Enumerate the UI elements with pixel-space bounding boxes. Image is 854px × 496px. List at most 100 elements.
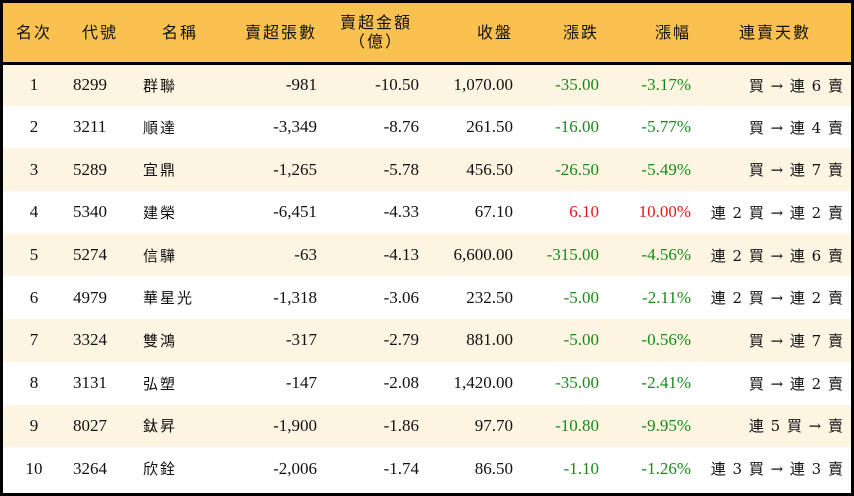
sell-shares-cell: -1,318 [273, 287, 317, 307]
header-change: 漲跌 [521, 3, 607, 65]
rank-cell: 4 [29, 202, 39, 222]
table-row[interactable]: 9 8027 鈦昇 -1,900 -1.86 97.70 -10.80 -9.95% 連 5 買… [3, 404, 851, 448]
rank-cell: 8 [29, 373, 39, 393]
name-cell: 弘塑 [143, 374, 178, 393]
rank-cell: 3 [29, 159, 39, 179]
change-cell: -16.00 [555, 117, 599, 137]
sell-ranking-table: 名次 代號 名稱 賣超張數 賣超金額 （億） 收盤 漲跌 漲幅 連賣天數 1 8 2… [3, 3, 851, 490]
name-cell: 鈦昇 [143, 417, 178, 436]
table-body: 1 8299 群聯 -981 -10.50 1,070.00 -35.00 -3.17% 買 →… [3, 63, 851, 490]
table-row[interactable]: 7 3324 雙鴻 -317 -2.79 881.00 -5.00 -0.56% 買 → 連 7… [3, 319, 851, 362]
streak-cell: 買 → 連 7 賣 [748, 161, 843, 180]
sell-shares-cell: -317 [285, 330, 317, 350]
change-pct-cell: -0.56% [641, 330, 691, 350]
change-pct-cell: -9.95% [641, 415, 691, 435]
name-cell: 群聯 [143, 76, 178, 95]
close-price-cell: 1,420.00 [453, 373, 514, 393]
sell-shares-cell: -6,451 [273, 202, 317, 222]
sell-amount-cell: -10.50 [375, 75, 419, 95]
sell-amount-cell: -3.06 [383, 287, 419, 307]
table-row[interactable]: 5 5274 信驊 -63 -4.13 6,600.00 -315.00 -4.56% 連 2 … [3, 233, 851, 277]
code-cell: 3211 [73, 117, 107, 137]
streak-cell: 買 → 連 4 賣 [748, 118, 843, 137]
header-rank: 名次 [3, 3, 65, 65]
change-cell: 6.10 [569, 202, 599, 222]
code-cell: 3264 [73, 458, 107, 478]
sell-amount-cell: -2.79 [383, 330, 419, 350]
sell-amount-cell: -2.08 [383, 373, 419, 393]
table-row[interactable]: 2 3211 順達 -3,349 -8.76 261.50 -16.00 -5.77% 買 → … [3, 105, 851, 149]
rank-cell: 7 [29, 330, 39, 350]
close-price-cell: 881.00 [466, 330, 513, 350]
table-row[interactable]: 8 3131 弘塑 -147 -2.08 1,420.00 -35.00 -2.41% 買 → … [3, 361, 851, 405]
streak-cell: 買 → 連 7 賣 [748, 331, 843, 350]
change-pct-cell: -4.56% [641, 245, 691, 265]
change-cell: -1.10 [563, 458, 599, 478]
streak-cell: 買 → 連 2 賣 [748, 374, 843, 393]
change-pct-cell: -5.77% [641, 117, 691, 137]
table-row[interactable]: 3 5289 宜鼎 -1,265 -5.78 456.50 -26.50 -5.49% 買 → … [3, 148, 851, 192]
sell-shares-cell: -1,265 [273, 159, 317, 179]
change-cell: -5.00 [563, 287, 599, 307]
streak-cell: 連 5 買 → 賣 [748, 417, 843, 436]
change-pct-cell: -3.17% [641, 75, 691, 95]
code-cell: 5274 [73, 245, 107, 265]
sell-shares-cell: -63 [294, 245, 317, 265]
rank-cell: 1 [29, 75, 39, 95]
close-price-cell: 456.50 [466, 159, 513, 179]
rank-cell: 5 [29, 245, 39, 265]
rank-cell: 6 [29, 287, 39, 307]
sell-amount-cell: -4.13 [383, 245, 419, 265]
header-name: 名稱 [135, 3, 225, 65]
close-price-cell: 97.70 [474, 415, 513, 435]
code-cell: 8027 [73, 415, 107, 435]
change-pct-cell: -2.11% [642, 287, 691, 307]
change-cell: -5.00 [563, 330, 599, 350]
code-cell: 5289 [73, 159, 107, 179]
change-pct-cell: 10.00% [638, 202, 691, 222]
rank-cell: 9 [29, 415, 39, 435]
header-sell-amount-line2: （億） [348, 32, 403, 52]
header-close: 收盤 [427, 3, 521, 65]
name-cell: 雙鴻 [143, 331, 178, 350]
close-price-cell: 86.50 [474, 458, 513, 478]
sell-amount-cell: -5.78 [383, 159, 419, 179]
table-row[interactable]: 4 5340 建榮 -6,451 -4.33 67.10 6.10 10.00% 連 2 買 →… [3, 191, 851, 234]
name-cell: 建榮 [143, 203, 178, 222]
change-cell: -315.00 [546, 245, 599, 265]
sell-shares-cell: -981 [285, 75, 317, 95]
sell-amount-cell: -1.74 [383, 458, 419, 478]
close-price-cell: 1,070.00 [453, 75, 514, 95]
change-pct-cell: -5.49% [641, 159, 691, 179]
rank-cell: 2 [29, 117, 39, 137]
code-cell: 3131 [73, 373, 107, 393]
change-pct-cell: -1.26% [641, 458, 691, 478]
close-price-cell: 67.10 [474, 202, 513, 222]
streak-cell: 買 → 連 6 賣 [748, 76, 843, 95]
change-cell: -35.00 [555, 75, 599, 95]
header-code: 代號 [65, 3, 135, 65]
header-sell-amount: 賣超金額 （億） [325, 3, 427, 65]
name-cell: 華星光 [143, 289, 195, 308]
name-cell: 信驊 [143, 246, 178, 265]
streak-cell: 連 2 買 → 連 2 賣 [710, 203, 843, 222]
name-cell: 順達 [143, 118, 178, 137]
change-pct-cell: -2.41% [641, 373, 691, 393]
change-cell: -10.80 [555, 415, 599, 435]
sell-shares-cell: -147 [285, 373, 317, 393]
sell-amount-cell: -8.76 [383, 117, 419, 137]
rank-cell: 10 [25, 458, 43, 478]
name-cell: 欣銓 [143, 460, 178, 479]
table-row[interactable]: 1 8299 群聯 -981 -10.50 1,070.00 -35.00 -3.17% 買 →… [3, 63, 851, 106]
code-cell: 5340 [73, 202, 107, 222]
change-cell: -26.50 [555, 159, 599, 179]
header-sell-shares: 賣超張數 [225, 3, 325, 65]
name-cell: 宜鼎 [143, 161, 178, 180]
table-row[interactable]: 6 4979 華星光 -1,318 -3.06 232.50 -5.00 -2.11% 連 2 … [3, 276, 851, 320]
table-row[interactable]: 10 3264 欣銓 -2,006 -1.74 86.50 -1.10 -1.26% 連 3 買… [3, 447, 851, 490]
code-cell: 3324 [73, 330, 107, 350]
sell-shares-cell: -2,006 [273, 458, 317, 478]
streak-cell: 連 3 買 → 連 3 賣 [710, 460, 843, 479]
table-header-row: 名次 代號 名稱 賣超張數 賣超金額 （億） 收盤 漲跌 漲幅 連賣天數 [3, 3, 851, 65]
close-price-cell: 261.50 [466, 117, 513, 137]
